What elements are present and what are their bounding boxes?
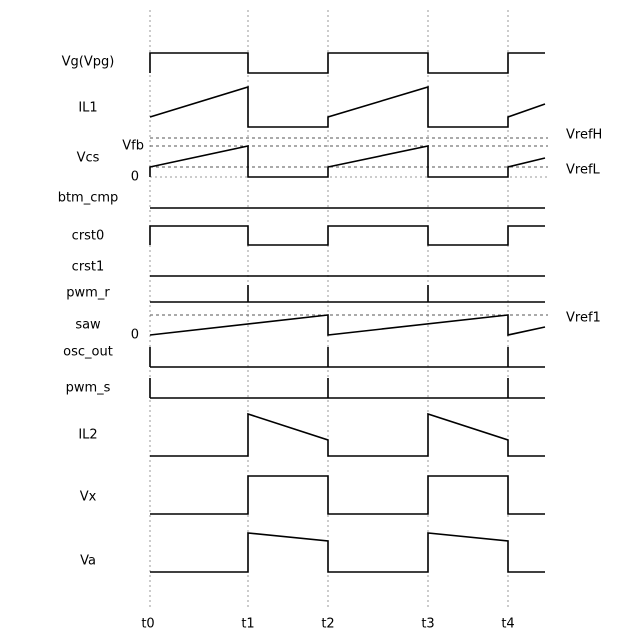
signal-label: crst1 — [72, 260, 105, 275]
time-labels: t0 t1 t2 t3 t4 — [141, 617, 514, 632]
timing-diagram: Vg(Vpg) IL1 Vcs btm_cmp crst0 crst1 pwm_… — [0, 0, 640, 640]
signal-label: osc_out — [63, 345, 113, 360]
signal-label: pwm_s — [66, 381, 111, 396]
ref-label: Vref1 — [566, 311, 601, 326]
time-label: t0 — [141, 617, 154, 632]
time-label: t2 — [321, 617, 334, 632]
time-label: t4 — [501, 617, 514, 632]
signal-label: btm_cmp — [58, 191, 119, 206]
ref-label: VrefL — [566, 163, 601, 178]
time-label: t1 — [241, 617, 254, 632]
signal-label: IL2 — [78, 428, 97, 443]
signal-label: Va — [80, 554, 96, 569]
time-label: t3 — [421, 617, 434, 632]
waveform — [150, 87, 545, 127]
signal-label: pwm_r — [66, 286, 110, 301]
waveform — [150, 533, 545, 572]
waveform — [150, 476, 545, 514]
signal-label: crst0 — [72, 229, 105, 244]
signal-label: Vg(Vpg) — [62, 55, 115, 70]
waveform — [150, 347, 545, 367]
waveforms — [150, 53, 545, 572]
waveform — [150, 315, 545, 335]
ref-label: 0 — [131, 328, 139, 343]
signal-label: saw — [75, 318, 101, 333]
waveform — [150, 378, 545, 398]
waveform — [150, 146, 545, 177]
waveform — [150, 285, 545, 302]
ref-label: 0 — [131, 170, 139, 185]
ref-label: Vfb — [122, 139, 144, 154]
signal-label: IL1 — [78, 101, 97, 116]
ref-label: VrefH — [566, 128, 602, 143]
waveform — [150, 53, 545, 73]
waveform — [150, 226, 545, 245]
signal-labels: Vg(Vpg) IL1 Vcs btm_cmp crst0 crst1 pwm_… — [58, 55, 119, 569]
waveform — [150, 414, 545, 456]
signal-label: Vx — [80, 490, 97, 505]
signal-label: Vcs — [77, 151, 100, 166]
